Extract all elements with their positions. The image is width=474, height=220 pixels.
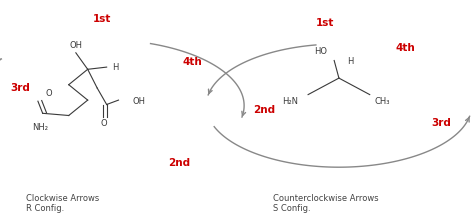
Text: 4th: 4th bbox=[396, 43, 416, 53]
Text: NH₂: NH₂ bbox=[32, 123, 48, 132]
Text: HO: HO bbox=[314, 47, 328, 56]
Text: H₂N: H₂N bbox=[283, 97, 299, 106]
Text: 2nd: 2nd bbox=[168, 158, 191, 168]
Text: H: H bbox=[112, 63, 118, 72]
Text: 1st: 1st bbox=[93, 14, 111, 24]
Text: Counterclockwise Arrows
S Config.: Counterclockwise Arrows S Config. bbox=[273, 194, 378, 213]
Text: O: O bbox=[101, 119, 108, 128]
Text: 2nd: 2nd bbox=[254, 105, 276, 115]
Text: 4th: 4th bbox=[182, 57, 202, 67]
Text: 1st: 1st bbox=[316, 18, 334, 28]
Text: O: O bbox=[45, 89, 52, 98]
Text: 3rd: 3rd bbox=[431, 118, 451, 128]
Text: 3rd: 3rd bbox=[10, 83, 30, 93]
Text: OH: OH bbox=[69, 40, 82, 50]
Text: Clockwise Arrows
R Config.: Clockwise Arrows R Config. bbox=[26, 194, 100, 213]
Text: H: H bbox=[347, 57, 354, 66]
Text: CH₃: CH₃ bbox=[374, 97, 390, 106]
Text: OH: OH bbox=[133, 97, 146, 106]
